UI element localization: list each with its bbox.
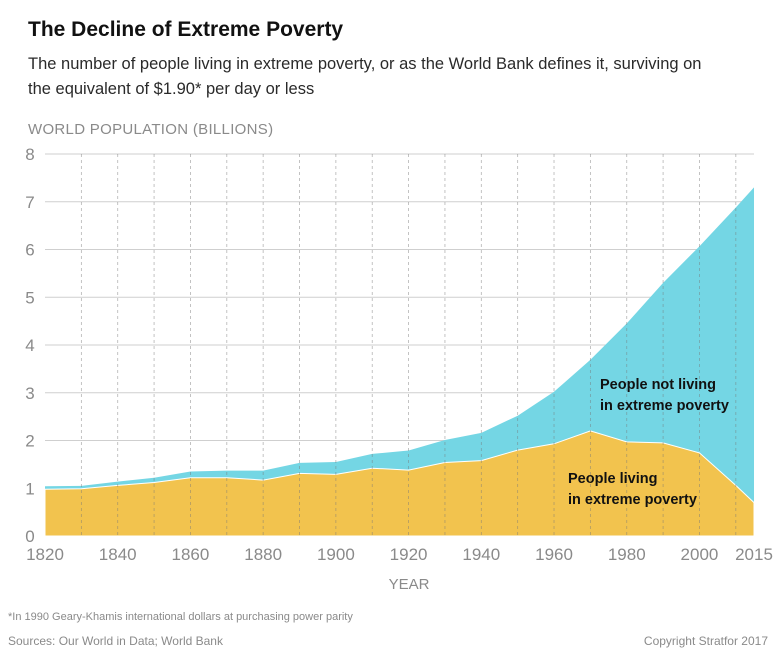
- x-tick-label: 1840: [99, 545, 137, 564]
- x-tick-label: 2000: [681, 545, 719, 564]
- x-tick-label: 1860: [172, 545, 210, 564]
- x-tick-labels: 1820 1840 1860 1880 1900 1920 1940 1960 1980 2000…: [26, 545, 773, 564]
- x-tick-label: 1940: [462, 545, 500, 564]
- y-tick-label: 2: [25, 432, 34, 451]
- annotation-poor-line1: People living: [568, 471, 657, 487]
- x-tick-label: 1980: [608, 545, 646, 564]
- y-tick-labels: 0 1 2 3 4 5 6 7 8: [25, 145, 34, 546]
- chart-title: The Decline of Extreme Poverty: [28, 18, 344, 41]
- y-tick-label: 8: [25, 145, 34, 164]
- x-tick-label: 1900: [317, 545, 355, 564]
- y-tick-label: 7: [25, 193, 34, 212]
- x-tick-label: 1920: [390, 545, 428, 564]
- chart-subtitle: The number of people living in extreme p…: [28, 55, 702, 98]
- annotation-not-poor-line2: in extreme poverty: [600, 398, 729, 414]
- x-tick-label: 1960: [535, 545, 573, 564]
- annotation-poor-line2: in extreme poverty: [568, 492, 697, 508]
- area-in-extreme-poverty: [44, 430, 755, 537]
- y-tick-label: 0: [25, 527, 34, 546]
- copyright: Copyright Stratfor 2017: [643, 634, 768, 648]
- x-tick-label: 1820: [26, 545, 64, 564]
- y-tick-label: 4: [25, 336, 34, 355]
- area-chart: 0 1 2 3 4 5 6 7 8 1820 1840 1860 1880 1900 1920 1940 19…: [25, 145, 773, 593]
- y-tick-label: 6: [25, 241, 34, 260]
- sources: Sources: Our World in Data; World Bank: [8, 634, 223, 648]
- footnote: *In 1990 Geary-Khamis international doll…: [8, 611, 353, 623]
- vertical-gridlines: [80, 154, 737, 536]
- x-axis-label: YEAR: [389, 576, 430, 593]
- x-tick-label: 1880: [244, 545, 282, 564]
- y-tick-label: 1: [25, 479, 34, 498]
- annotation-not-poor-line1: People not living: [600, 377, 716, 393]
- annotation-not-poor: People not living in extreme poverty: [600, 377, 729, 414]
- y-axis-label: WORLD POPULATION (BILLIONS): [28, 121, 274, 138]
- x-tick-label: 2015: [735, 545, 773, 564]
- y-tick-label: 5: [25, 288, 34, 307]
- annotation-poor: People living in extreme poverty: [568, 471, 697, 508]
- y-tick-label: 3: [25, 384, 34, 403]
